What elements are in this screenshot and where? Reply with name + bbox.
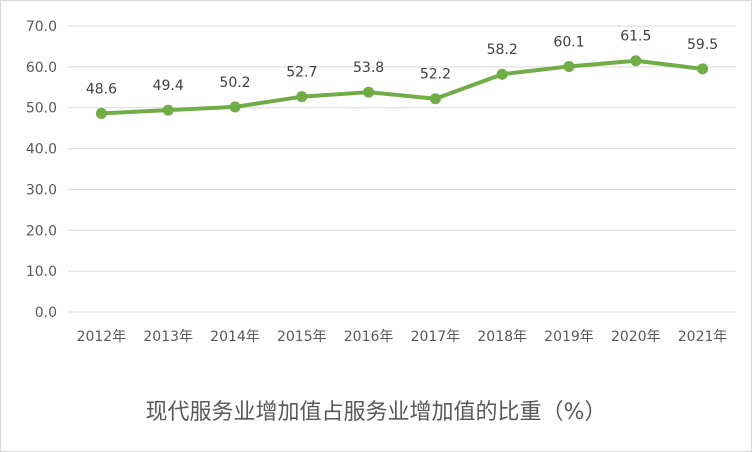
- data-label: 49.4: [153, 78, 184, 94]
- y-tick-label: 60.0: [26, 60, 57, 76]
- data-label: 60.1: [553, 34, 584, 50]
- y-tick-label: 50.0: [26, 101, 57, 117]
- series-line-group: [99, 58, 705, 116]
- y-tick-label: 10.0: [26, 264, 57, 280]
- data-point: [496, 68, 508, 80]
- data-label: 48.6: [86, 81, 117, 97]
- data-point: [162, 104, 174, 116]
- chart-title: 现代服务业增加值占服务业增加值的比重（%）: [146, 400, 607, 425]
- data-point: [95, 107, 107, 119]
- x-tick-label: 2015年: [277, 329, 327, 345]
- x-tick-label: 2013年: [143, 329, 193, 345]
- data-point: [563, 60, 575, 72]
- data-point: [630, 55, 642, 67]
- data-label: 61.5: [620, 29, 651, 45]
- x-tick-label: 2016年: [344, 329, 394, 345]
- y-tick-label: 40.0: [26, 142, 57, 158]
- series-points: [95, 55, 709, 119]
- data-point: [429, 93, 441, 105]
- x-tick-label: 2017年: [411, 329, 461, 345]
- grid-lines: [68, 25, 736, 313]
- data-label: 52.7: [286, 65, 317, 81]
- data-point: [697, 63, 709, 75]
- data-label: 50.2: [219, 75, 250, 91]
- data-point: [363, 86, 375, 98]
- y-axis-tick-labels: 0.0 10.0 20.0 30.0 40.0 50.0 60.0 70.0: [26, 19, 57, 321]
- x-tick-label: 2014年: [210, 329, 260, 345]
- x-tick-label: 2012年: [77, 329, 127, 345]
- y-tick-label: 70.0: [26, 19, 57, 35]
- data-label: 59.5: [687, 37, 718, 53]
- data-label: 52.2: [420, 67, 451, 83]
- y-tick-label: 20.0: [26, 223, 57, 239]
- y-tick-label: 0.0: [35, 305, 57, 321]
- x-tick-label: 2019年: [544, 329, 594, 345]
- x-tick-label: 2018年: [477, 329, 527, 345]
- data-point: [229, 101, 241, 113]
- data-point: [296, 91, 308, 103]
- data-label: 53.8: [353, 60, 384, 76]
- x-tick-label: 2021年: [678, 329, 728, 345]
- data-labels: 48.6 49.4 50.2 52.7 53.8 52.2 58.2 60.1 61.5 59.5: [86, 29, 718, 98]
- series-line: [99, 58, 705, 116]
- data-label: 58.2: [487, 42, 518, 58]
- x-axis-tick-labels: 2012年 2013年 2014年 2015年 2016年 2017年 2018年 2019年…: [77, 329, 728, 345]
- y-tick-label: 30.0: [26, 182, 57, 198]
- x-tick-label: 2020年: [611, 329, 661, 345]
